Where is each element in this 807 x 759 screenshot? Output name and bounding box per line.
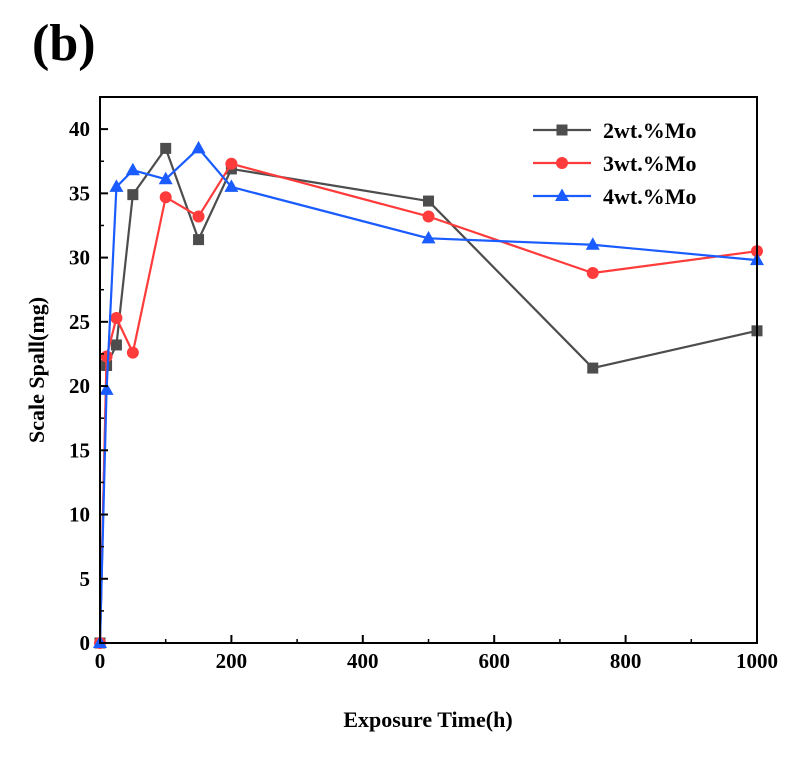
x-tick-label: 800	[610, 649, 642, 673]
y-tick-label: 20	[69, 374, 90, 398]
y-tick-label: 30	[69, 246, 90, 270]
data-point	[586, 267, 599, 280]
series-2	[94, 157, 763, 649]
data-point	[422, 210, 435, 223]
data-point	[159, 191, 172, 204]
series-line	[98, 162, 758, 644]
y-tick-label: 35	[69, 181, 90, 205]
legend-entry: 3wt.%Mo	[533, 151, 696, 176]
data-point	[110, 339, 122, 351]
legend-marker	[556, 124, 568, 136]
legend-marker	[556, 157, 568, 169]
data-point	[225, 157, 238, 170]
data-point	[109, 179, 124, 192]
y-tick-label: 15	[69, 438, 90, 462]
panel-label: (b)	[32, 15, 96, 72]
x-tick-label: 400	[347, 649, 379, 673]
data-point	[125, 162, 140, 176]
x-tick-label: 200	[216, 649, 248, 673]
data-point	[127, 189, 139, 201]
data-point	[192, 210, 205, 223]
y-tick-label: 0	[80, 631, 91, 655]
data-point	[191, 140, 206, 154]
legend-entry: 2wt.%Mo	[533, 118, 696, 143]
x-axis-title: Exposure Time(h)	[343, 707, 512, 732]
y-axis-ticks: 0 5 10 15 20 25 30 35 40	[69, 117, 108, 655]
data-point	[587, 362, 599, 374]
legend-label: 4wt.%Mo	[603, 184, 696, 209]
legend: 2wt.%Mo 3wt.%Mo 4wt.%Mo	[533, 118, 696, 209]
data-point	[158, 171, 173, 185]
data-point	[160, 142, 172, 154]
x-axis-ticks: 0 200 400 600 800 1000	[95, 635, 778, 673]
data-point	[193, 234, 205, 246]
x-tick-label: 600	[478, 649, 510, 673]
x-tick-label: 0	[95, 649, 106, 673]
y-tick-label: 5	[80, 567, 91, 591]
data-point	[421, 230, 436, 244]
y-axis-title: Scale Spall(mg)	[24, 297, 49, 443]
data-point	[585, 237, 600, 250]
y-tick-label: 40	[69, 117, 90, 141]
series-line	[98, 147, 758, 644]
data-point	[99, 382, 114, 395]
x-tick-label: 1000	[736, 649, 778, 673]
legend-marker	[555, 188, 569, 201]
data-point	[126, 346, 139, 359]
series-line	[98, 147, 758, 644]
legend-label: 2wt.%Mo	[603, 118, 696, 143]
y-tick-label: 25	[69, 310, 90, 334]
data-point	[100, 350, 113, 363]
y-tick-label: 10	[69, 503, 90, 527]
data-point	[224, 179, 239, 192]
data-point	[423, 195, 434, 207]
legend-entry: 4wt.%Mo	[533, 184, 696, 209]
data-point	[110, 311, 123, 324]
plot-series	[93, 140, 764, 649]
plot-frame	[99, 96, 758, 644]
legend-label: 3wt.%Mo	[603, 151, 696, 176]
